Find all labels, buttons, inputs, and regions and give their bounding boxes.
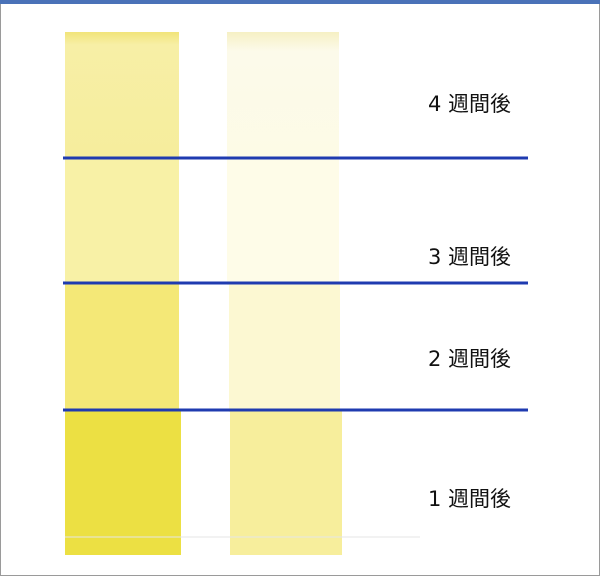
strip-segment: [65, 158, 179, 285]
strip-segment: [227, 32, 339, 160]
left-strip: [65, 32, 181, 555]
strip-segment: [227, 158, 339, 285]
strip-segment: [65, 283, 179, 412]
top-border: [0, 0, 600, 4]
strip-segment: [230, 410, 342, 555]
right-strip: [227, 32, 342, 555]
strip-segment: [229, 283, 340, 412]
strip-segment: [65, 32, 179, 160]
divider-lines: [63, 156, 528, 412]
label: 3 週間後: [428, 245, 511, 269]
strip-segment: [65, 410, 181, 555]
label: 1 週間後: [428, 487, 511, 511]
label: 4 週間後: [428, 92, 511, 116]
label: 2 週間後: [428, 347, 511, 371]
